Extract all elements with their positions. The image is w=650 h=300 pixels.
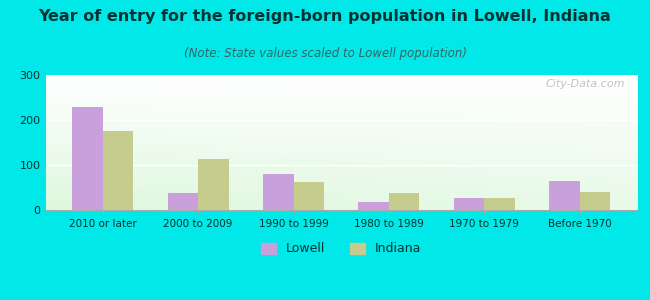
Bar <box>294 182 324 210</box>
Text: Year of entry for the foreign-born population in Lowell, Indiana: Year of entry for the foreign-born popul… <box>38 9 612 24</box>
Bar <box>549 181 580 210</box>
Bar <box>484 198 515 210</box>
Bar <box>103 131 133 210</box>
Bar <box>72 106 103 210</box>
Bar <box>454 198 484 210</box>
Legend: Lowell, Indiana: Lowell, Indiana <box>256 238 426 260</box>
Text: City-Data.com: City-Data.com <box>545 79 625 89</box>
Bar <box>168 193 198 210</box>
Bar <box>198 159 229 210</box>
Bar <box>389 193 419 210</box>
Bar <box>580 192 610 210</box>
Bar <box>263 174 294 210</box>
Text: (Note: State values scaled to Lowell population): (Note: State values scaled to Lowell pop… <box>183 46 467 59</box>
Bar <box>358 202 389 210</box>
